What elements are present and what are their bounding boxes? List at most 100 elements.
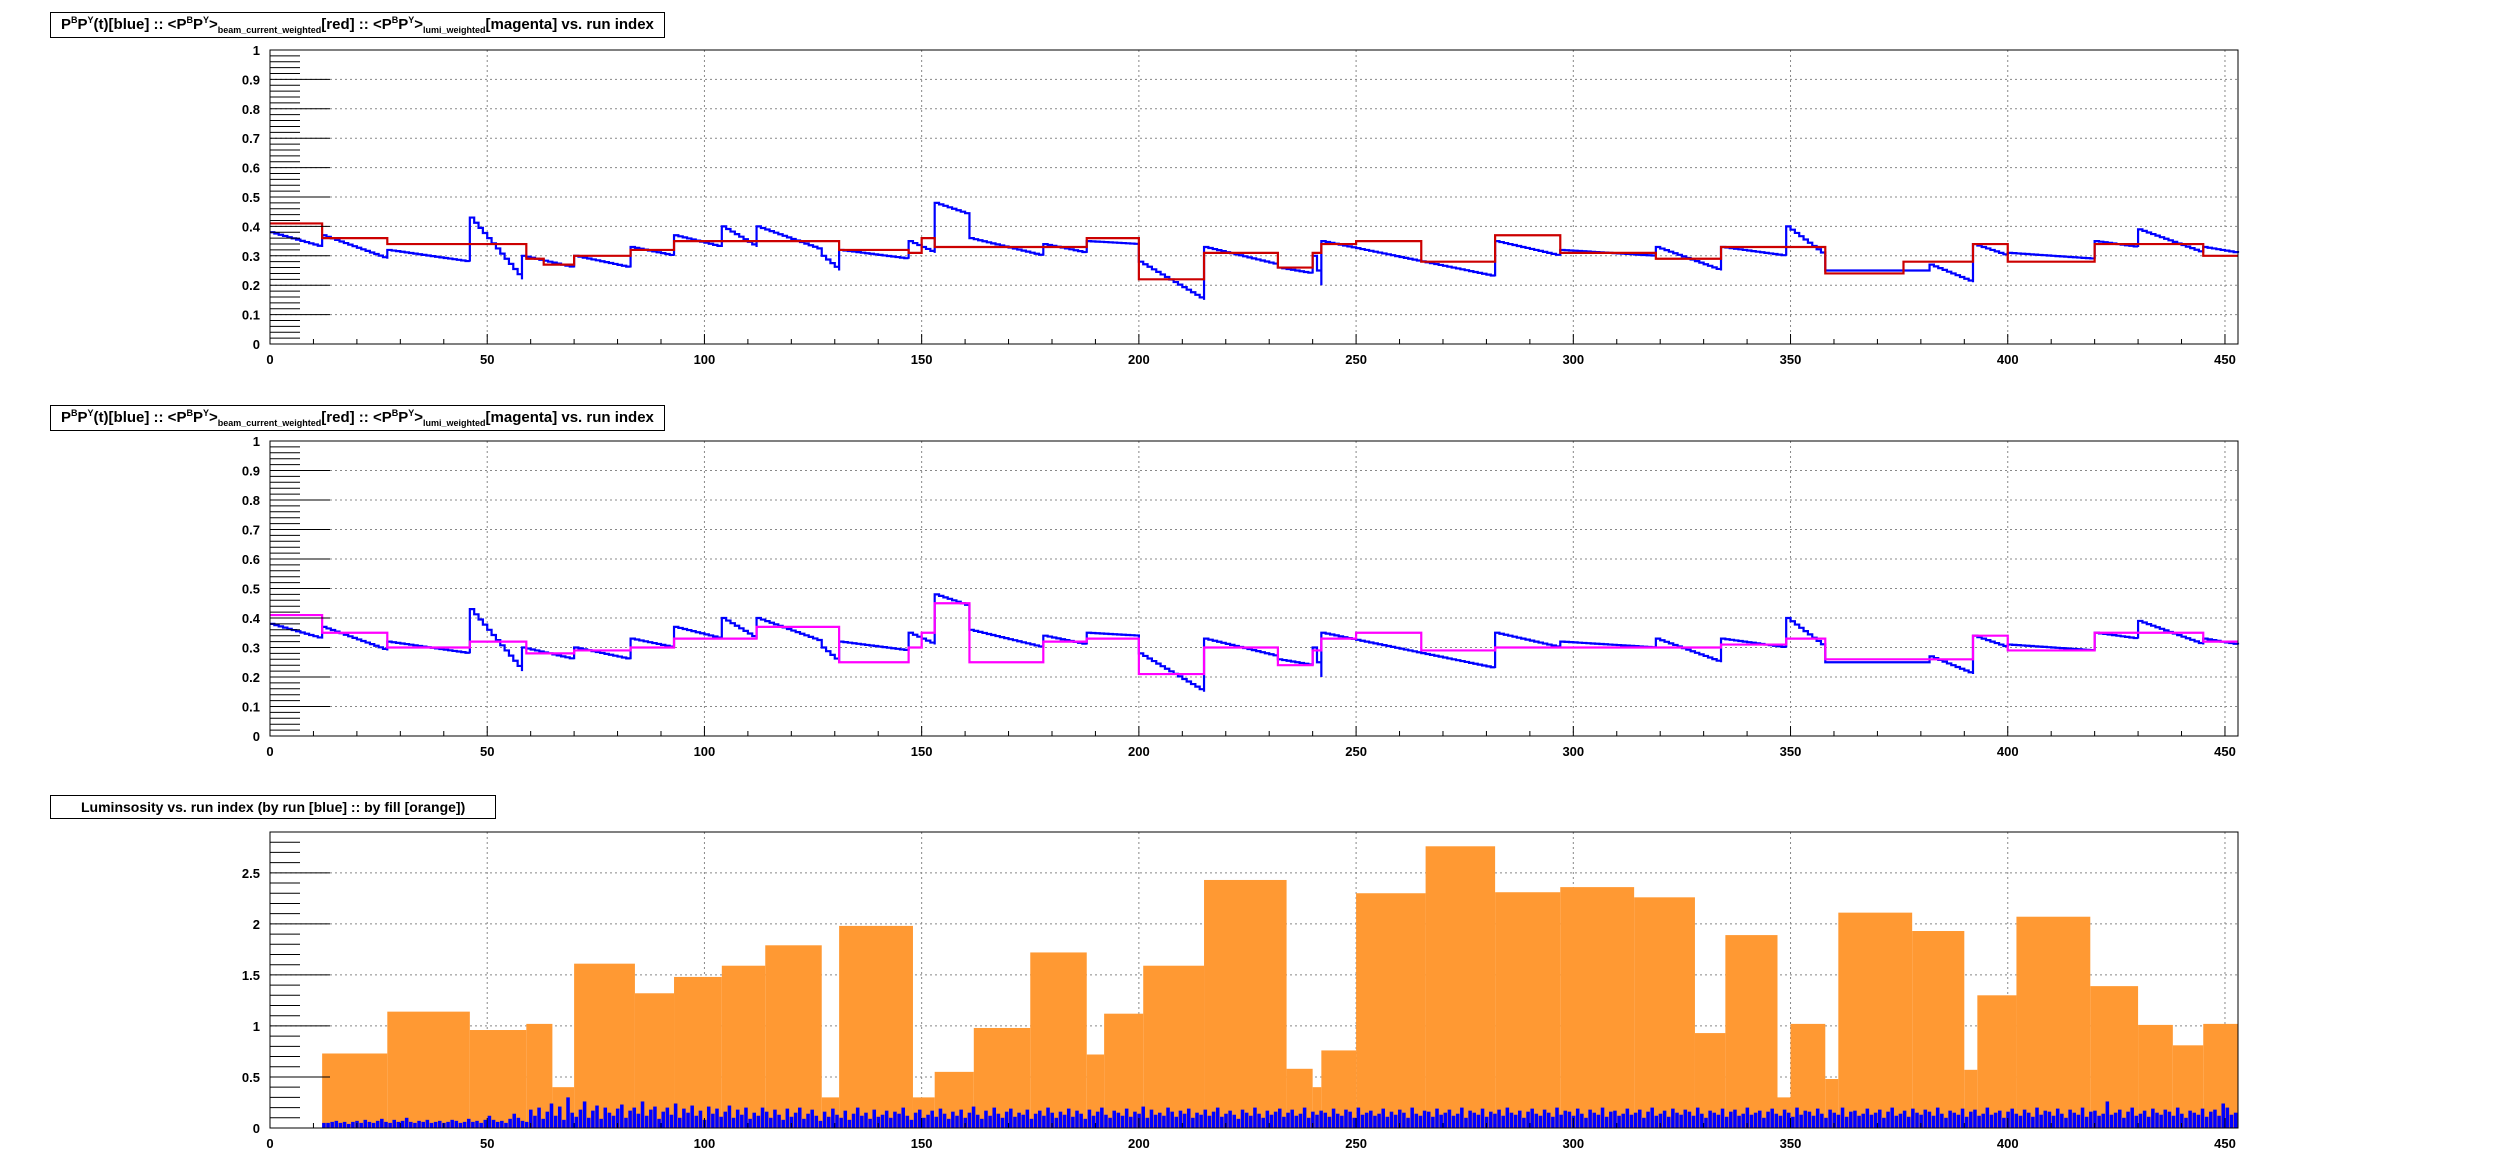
- run-bar: [574, 1116, 579, 1128]
- y-tick-label: 0.4: [242, 219, 261, 234]
- run-bar: [1290, 1109, 1294, 1128]
- run-bar: [723, 1111, 728, 1128]
- run-bar: [595, 1105, 599, 1128]
- run-bar: [773, 1109, 777, 1128]
- y-tick-label: 0.8: [242, 493, 260, 508]
- run-bar: [2180, 1113, 2184, 1128]
- run-bar: [1853, 1110, 1857, 1128]
- run-bar: [1228, 1110, 1232, 1128]
- run-bar: [520, 1120, 525, 1128]
- run-bar: [1906, 1116, 1911, 1128]
- run-bar: [1509, 1112, 1514, 1128]
- fill-bar: [674, 976, 722, 1128]
- run-bar: [822, 1111, 827, 1128]
- run-bar: [897, 1113, 901, 1128]
- run-bar: [1414, 1113, 1419, 1128]
- run-bar: [1642, 1117, 1646, 1128]
- run-bar: [1087, 1109, 1092, 1128]
- run-bar: [818, 1120, 823, 1128]
- run-bar: [777, 1114, 781, 1128]
- x-tick-label: 200: [1128, 744, 1150, 759]
- y-tick-label: 0.8: [242, 102, 260, 117]
- run-bar: [541, 1118, 545, 1128]
- run-bar: [839, 1117, 843, 1128]
- run-bar: [1704, 1117, 1708, 1128]
- run-bar: [802, 1118, 806, 1128]
- run-bar: [1153, 1114, 1158, 1128]
- run-bar: [1331, 1108, 1336, 1128]
- fill-bar: [574, 963, 635, 1128]
- x-tick-label: 250: [1345, 1136, 1367, 1151]
- run-bar: [1298, 1113, 1303, 1128]
- run-bar: [926, 1114, 930, 1128]
- run-bar: [1898, 1113, 1903, 1128]
- run-bar: [359, 1122, 363, 1128]
- run-bar: [1952, 1112, 1957, 1128]
- run-bar: [1538, 1115, 1543, 1128]
- run-bar: [2130, 1107, 2134, 1128]
- run-bar: [1058, 1111, 1063, 1128]
- y-tick-label: 0.6: [242, 161, 260, 176]
- fill-bar: [1912, 931, 1965, 1128]
- run-bar: [1079, 1113, 1083, 1128]
- run-bar: [884, 1110, 889, 1128]
- run-bar: [2060, 1113, 2064, 1128]
- run-bar: [810, 1109, 814, 1128]
- run-bar: [2138, 1113, 2143, 1128]
- run-bar: [1397, 1109, 1402, 1128]
- run-bar: [2002, 1117, 2006, 1128]
- fill-bar: [1560, 887, 1635, 1128]
- run-bar: [1220, 1116, 1224, 1128]
- run-bar: [1236, 1118, 1241, 1128]
- run-bar: [1199, 1114, 1203, 1128]
- run-bar: [371, 1122, 376, 1128]
- fill-bar: [1725, 935, 1778, 1128]
- run-bar: [793, 1112, 798, 1128]
- series-weighted-red: [270, 222, 2238, 281]
- run-bar: [1762, 1117, 1766, 1128]
- run-bar: [591, 1110, 595, 1128]
- run-bar: [2080, 1107, 2085, 1128]
- run-bar: [1526, 1111, 1530, 1128]
- run-bar: [1820, 1113, 1824, 1128]
- run-bar: [1633, 1112, 1638, 1128]
- chart-panel-1: 0 0.1 0.2 0.3 0.4 0.5 0.6 0.7 0.8 0.9 1 0 50 100 150 20…: [242, 43, 2240, 367]
- run-bar: [1650, 1107, 1654, 1128]
- panel-2-title: PBPY(t)[blue] :: <PBPY>beam_current_weig…: [50, 405, 665, 431]
- run-bar: [764, 1111, 769, 1128]
- run-bar: [1149, 1109, 1154, 1128]
- run-bar: [1969, 1111, 1973, 1128]
- run-bar: [2225, 1107, 2230, 1128]
- run-bar: [1609, 1111, 1613, 1128]
- run-bar: [682, 1108, 686, 1128]
- run-bar: [1286, 1112, 1290, 1128]
- run-bar: [955, 1115, 959, 1128]
- run-bar: [1021, 1114, 1025, 1128]
- run-bar: [711, 1113, 715, 1128]
- x-tick-label: 400: [1997, 744, 2019, 759]
- run-bar: [487, 1115, 492, 1128]
- run-bar: [2051, 1115, 2056, 1128]
- x-tick-label: 250: [1345, 352, 1367, 367]
- run-bar: [1157, 1112, 1162, 1128]
- run-bar: [1306, 1117, 1311, 1128]
- run-bar: [2014, 1113, 2019, 1128]
- run-bar: [2113, 1112, 2118, 1128]
- run-bar: [338, 1122, 343, 1128]
- run-bar: [566, 1097, 570, 1128]
- x-tick-label: 150: [911, 1136, 933, 1151]
- run-bar: [835, 1114, 839, 1128]
- run-bar: [1720, 1108, 1725, 1128]
- run-bar: [1360, 1114, 1365, 1128]
- run-bar: [1443, 1112, 1448, 1128]
- y-tick-label: 0.4: [242, 611, 261, 626]
- run-bar: [1923, 1109, 1928, 1128]
- run-bar: [1112, 1110, 1117, 1128]
- run-bar: [1770, 1108, 1774, 1128]
- run-bar: [454, 1120, 459, 1128]
- run-bar: [2151, 1108, 2155, 1128]
- fill-bar: [387, 1011, 470, 1128]
- run-bar: [1741, 1113, 1745, 1128]
- run-bar: [1629, 1114, 1634, 1128]
- run-bar: [748, 1118, 752, 1128]
